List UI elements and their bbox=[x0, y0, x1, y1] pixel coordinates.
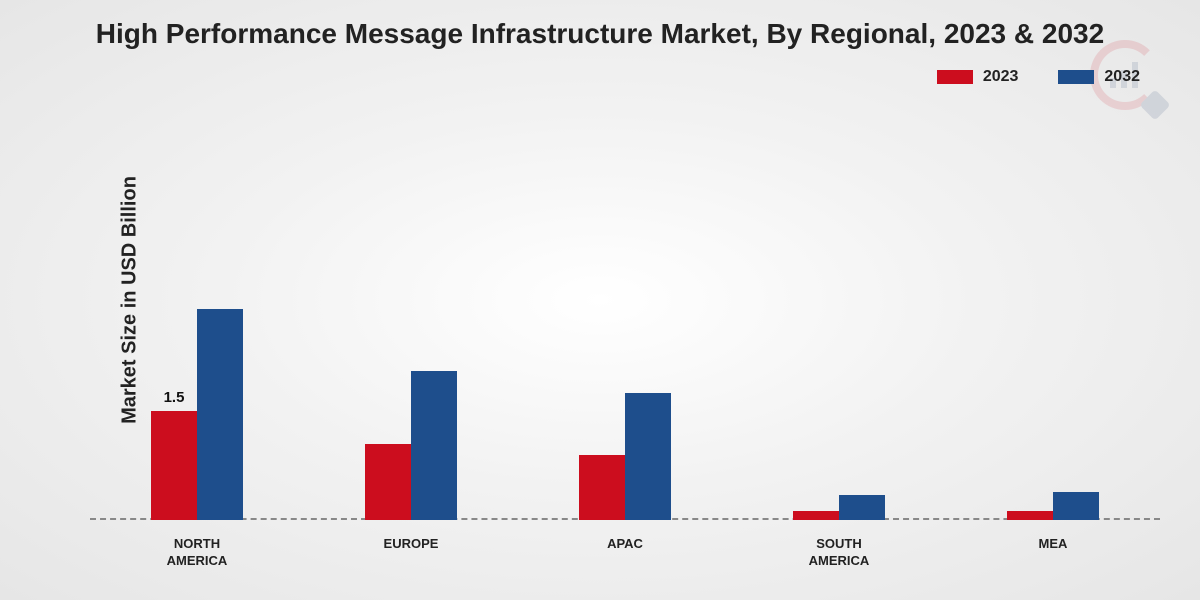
bar bbox=[365, 444, 411, 520]
bar bbox=[793, 511, 839, 520]
x-axis-label: EUROPE bbox=[341, 536, 481, 570]
bar bbox=[625, 393, 671, 520]
bar bbox=[579, 455, 625, 520]
bar bbox=[197, 309, 243, 520]
bar-group: 1.5 bbox=[151, 120, 243, 520]
x-axis-label: NORTHAMERICA bbox=[127, 536, 267, 570]
legend-swatch-2032 bbox=[1058, 70, 1094, 84]
bar-group bbox=[365, 120, 457, 520]
legend-label-2023: 2023 bbox=[983, 68, 1019, 86]
chart-title: High Performance Message Infrastructure … bbox=[0, 18, 1200, 50]
bar-group bbox=[1007, 120, 1099, 520]
x-axis-labels: NORTHAMERICA EUROPE APAC SOUTHAMERICA MEA bbox=[90, 536, 1160, 570]
bar bbox=[411, 371, 457, 520]
legend-label-2032: 2032 bbox=[1104, 68, 1140, 86]
bar-value-label: 1.5 bbox=[164, 389, 185, 406]
plot-area: 1.5 bbox=[90, 120, 1160, 520]
bar-group bbox=[793, 120, 885, 520]
x-axis-label: SOUTHAMERICA bbox=[769, 536, 909, 570]
bar bbox=[1007, 511, 1053, 520]
x-axis-label: APAC bbox=[555, 536, 695, 570]
bar-groups: 1.5 bbox=[90, 120, 1160, 520]
legend-item-2023: 2023 bbox=[937, 68, 1019, 86]
bar-group bbox=[579, 120, 671, 520]
bar bbox=[839, 495, 885, 520]
legend: 2023 2032 bbox=[937, 68, 1140, 86]
legend-swatch-2023 bbox=[937, 70, 973, 84]
x-axis-label: MEA bbox=[983, 536, 1123, 570]
bar bbox=[1053, 492, 1099, 520]
legend-item-2032: 2032 bbox=[1058, 68, 1140, 86]
bar: 1.5 bbox=[151, 411, 197, 520]
